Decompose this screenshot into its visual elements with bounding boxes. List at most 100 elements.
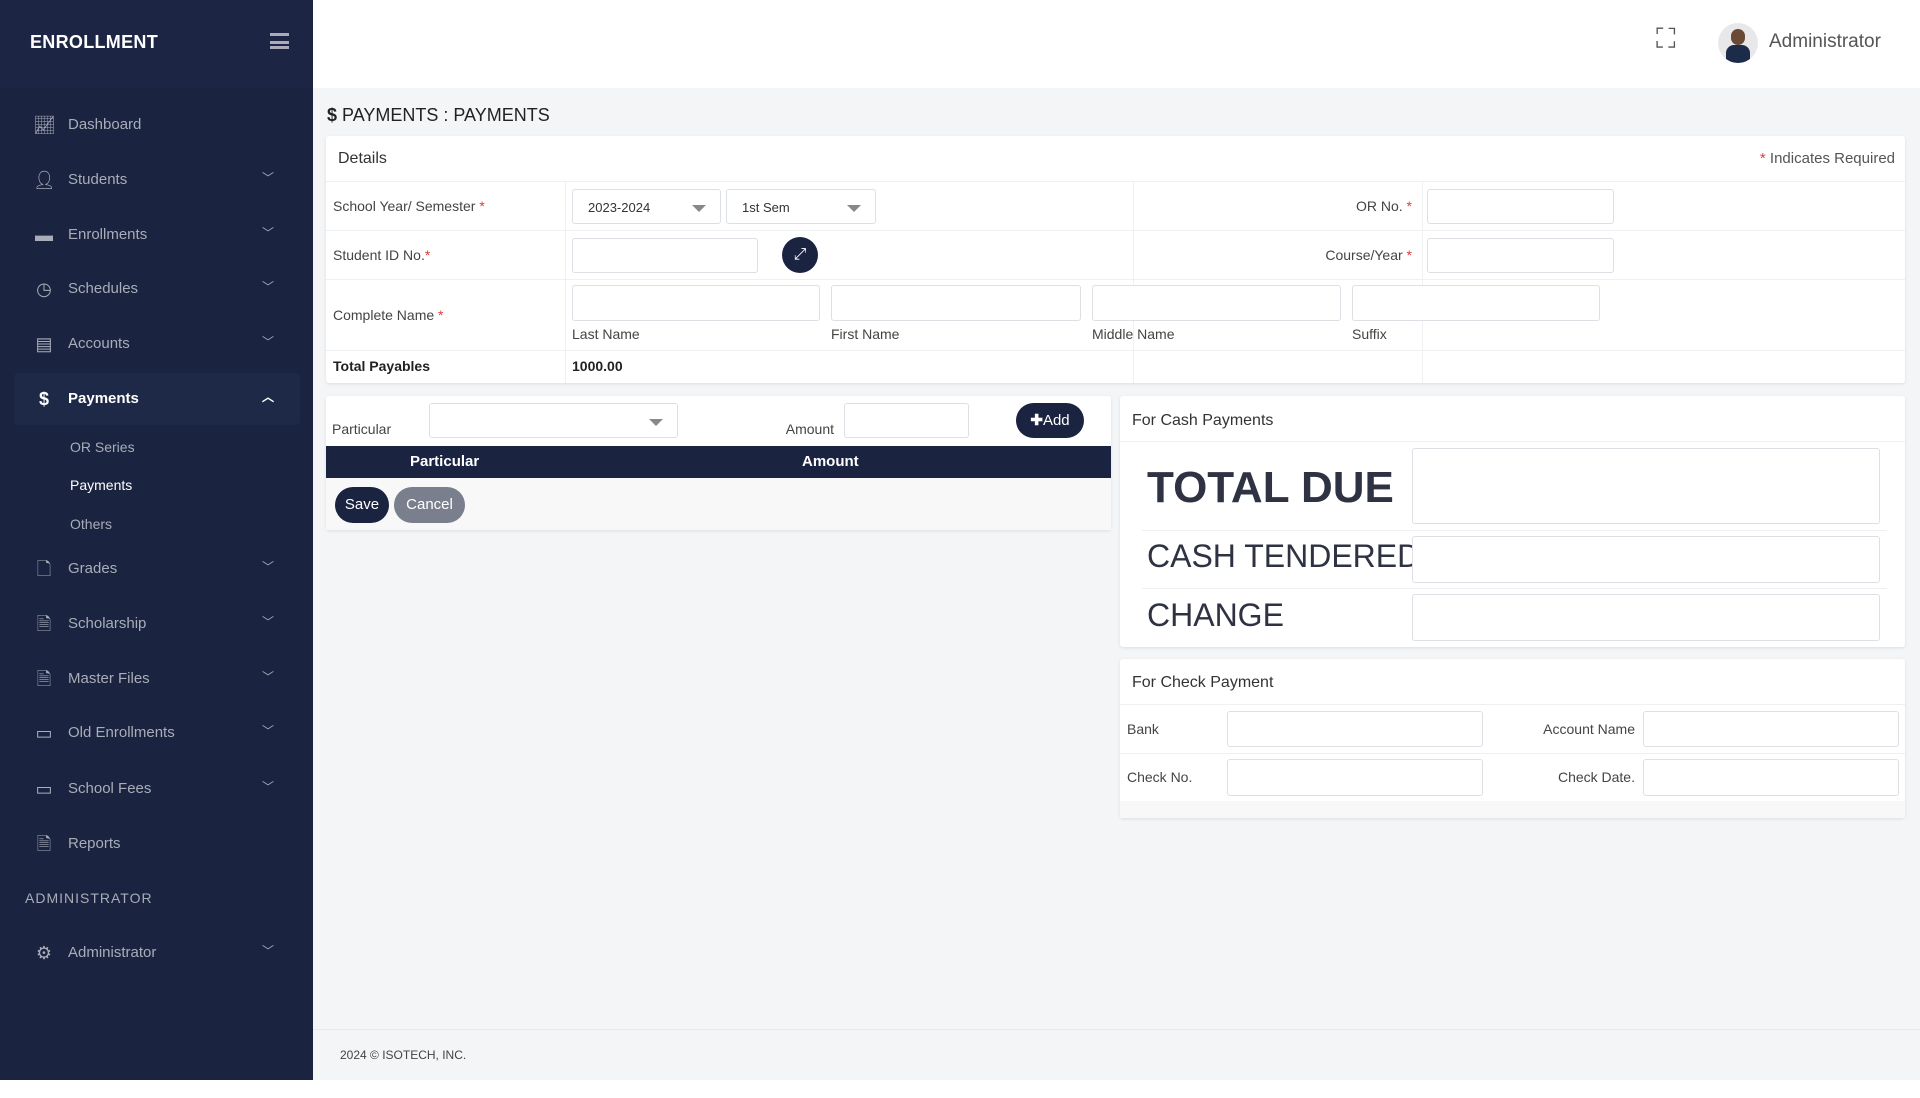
sidebar-item-label: Old Enrollments [68,724,175,741]
required-note: * Indicates Required [1759,150,1895,167]
file-chart-icon: 🗎︎ [36,834,52,854]
page-title: $ PAYMENTS : PAYMENTS [327,105,550,126]
total-due-label: TOTAL DUE [1147,463,1394,512]
sidebar-item-label: Accounts [68,335,130,352]
or-no-input[interactable] [1427,189,1614,224]
chevron-down-icon: ﹀ [262,335,275,349]
label-text: Complete Name [333,307,435,323]
last-name-input[interactable] [572,285,820,321]
box-archive-icon: ▭ [35,723,53,743]
bank-input[interactable] [1227,711,1483,747]
caret-down-icon [649,419,663,426]
sidebar-item-administrator[interactable]: ⚙ Administrator ﹀ [0,933,313,973]
student-id-input[interactable] [572,238,758,273]
details-title: Details [338,150,387,167]
first-name-caption: First Name [831,326,900,342]
last-name-caption: Last Name [572,326,640,342]
page-title-text: PAYMENTS : PAYMENTS [342,105,550,125]
change-input[interactable] [1412,594,1880,641]
school-year-select[interactable]: 2023-2024 [572,189,721,224]
total-payables-value: 1000.00 [572,358,623,374]
chevron-down-icon: ﹀ [262,560,275,574]
total-due-input[interactable] [1412,448,1880,524]
sidebar-item-reports[interactable]: 🗎︎ Reports [0,824,313,864]
course-year-input[interactable] [1427,238,1614,273]
bank-label: Bank [1127,721,1159,737]
check-date-input[interactable] [1643,759,1899,796]
cash-tendered-label: CASH TENDERED [1147,538,1421,574]
chevron-down-icon: ﹀ [262,724,275,738]
select-value: 1st Sem [742,200,790,215]
menu-toggle-icon[interactable] [270,33,289,49]
suffix-input[interactable] [1352,285,1600,321]
middle-name-input[interactable] [1092,285,1341,321]
sidebar-item-label: Scholarship [68,615,147,632]
required-note-text: Indicates Required [1769,150,1895,167]
amount-input[interactable] [844,403,969,438]
sidebar-item-school-fees[interactable]: ▭ School Fees ﹀ [0,769,313,809]
sidebar-item-label: Enrollments [68,226,148,243]
sidebar-item-master-files[interactable]: 🗎︎ Master Files ﹀ [0,659,313,699]
avatar[interactable] [1718,23,1758,63]
user-name[interactable]: Administrator [1769,31,1881,52]
chevron-down-icon: ﹀ [262,615,275,629]
semester-select[interactable]: 1st Sem [726,189,876,224]
user-icon: 👤︎ [33,170,56,190]
sidebar-item-dashboard[interactable]: 📈︎ Dashboard [0,105,313,145]
gear-icon: ⚙ [35,943,53,963]
account-name-input[interactable] [1643,711,1899,747]
check-date-label: Check Date. [1557,769,1635,785]
chevron-up-icon: ︿ [262,390,275,404]
particulars-table-header: Particular Amount [326,446,1111,478]
amount-label: Amount [785,421,834,437]
inbox-icon: ▬ [35,225,53,245]
label-text: Student ID No. [333,247,425,263]
first-name-input[interactable] [831,285,1081,321]
label-text: Course/Year [1325,247,1403,263]
sidebar-item-payments[interactable]: $ Payments ︿ [14,373,300,425]
sidebar: ENROLLMENT 📈︎ Dashboard 👤︎ Students ﹀ ▬ Enro… [0,0,313,1080]
complete-name-label: Complete Name * [333,307,444,323]
chevron-down-icon: ﹀ [262,670,275,684]
school-year-label: School Year/ Semester * [333,198,485,214]
chevron-down-icon: ﹀ [262,280,275,294]
particulars-card: Particular Amount ✚Add Particular Amount… [326,396,1111,530]
expand-search-button[interactable]: ⤢ [782,237,818,273]
sidebar-item-enrollments[interactable]: ▬ Enrollments ﹀ [0,215,313,255]
brand-bar: ENROLLMENT [0,0,313,88]
save-button[interactable]: Save [335,487,389,523]
money-check-icon: ▤ [35,334,53,354]
sidebar-item-label: Reports [68,835,121,852]
sidebar-item-old-enrollments[interactable]: ▭ Old Enrollments ﹀ [0,713,313,753]
check-no-input[interactable] [1227,759,1483,796]
sidebar-item-label: Payments [68,390,139,407]
sidebar-item-accounts[interactable]: ▤ Accounts ﹀ [0,324,313,364]
cash-tendered-input[interactable] [1412,536,1880,583]
cancel-button[interactable]: Cancel [394,487,465,523]
file-icon: 🗋︎ [36,559,52,579]
fullscreen-icon[interactable]: ⛶ [1656,23,1676,54]
particular-label: Particular [332,421,392,437]
sidebar-item-students[interactable]: 👤︎ Students ﹀ [0,160,313,200]
particular-select[interactable] [429,403,678,438]
file-lines-icon: 🗎︎ [36,614,52,634]
change-label: CHANGE [1147,597,1284,633]
column-header-amount: Amount [802,453,859,470]
footer: 2024 © ISOTECH, INC. [313,1029,1920,1080]
sidebar-subitem-or-series[interactable]: OR Series [70,439,135,455]
check-payment-title: For Check Payment [1132,674,1274,691]
main-content: $ PAYMENTS : PAYMENTS Details * Indicate… [313,88,1920,1029]
sidebar-item-schedules[interactable]: ◷ Schedules ﹀ [0,269,313,309]
label-text: OR No. [1355,198,1403,214]
plus-icon: ✚ [1030,412,1043,429]
sidebar-item-scholarship[interactable]: 🗎︎ Scholarship ﹀ [0,604,313,644]
course-year-label: Course/Year * [1325,247,1412,263]
sidebar-item-grades[interactable]: 🗋︎ Grades ﹀ [0,549,313,589]
sidebar-section-heading: ADMINISTRATOR [25,890,153,906]
credit-card-icon: ▭ [35,779,53,799]
or-no-label: OR No. * [1355,198,1412,214]
sidebar-subitem-payments[interactable]: Payments [70,477,133,493]
add-button[interactable]: ✚Add [1016,403,1084,438]
caret-down-icon [847,205,861,212]
sidebar-subitem-others[interactable]: Others [70,516,113,532]
